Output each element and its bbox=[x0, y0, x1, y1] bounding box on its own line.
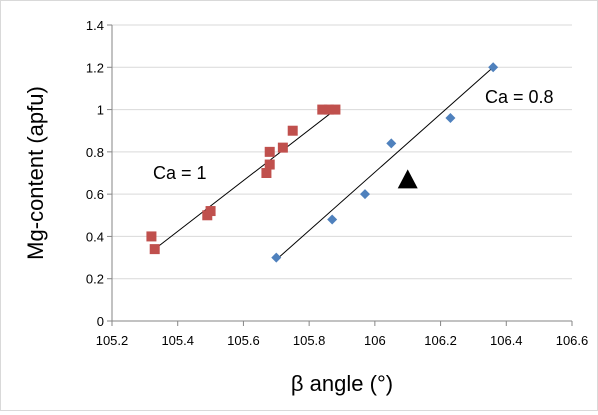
data-point-square bbox=[323, 104, 334, 115]
x-axis-title: β angle (°) bbox=[291, 371, 393, 396]
x-tick-label: 105.4 bbox=[161, 333, 194, 348]
x-tick-label: 106.4 bbox=[490, 333, 523, 348]
data-point-square bbox=[264, 159, 275, 170]
data-point-diamond bbox=[271, 252, 282, 263]
y-axis-title: Mg-content (apfu) bbox=[23, 86, 48, 260]
trendline bbox=[275, 66, 494, 261]
data-point-diamond bbox=[488, 62, 499, 73]
data-point-square bbox=[264, 146, 275, 157]
data-point-square bbox=[146, 231, 157, 242]
data-point-square bbox=[330, 104, 341, 115]
y-tick-label: 0.4 bbox=[86, 229, 104, 244]
data-point-square bbox=[149, 244, 160, 255]
trendline bbox=[154, 109, 336, 250]
data-point-diamond bbox=[386, 138, 397, 149]
y-tick-label: 0.6 bbox=[86, 187, 104, 202]
y-tick-label: 0.8 bbox=[86, 145, 104, 160]
x-tick-label: 106 bbox=[364, 333, 386, 348]
x-tick-label: 106.6 bbox=[556, 333, 589, 348]
y-tick-label: 1.2 bbox=[86, 60, 104, 75]
y-tick-label: 0 bbox=[97, 314, 104, 329]
x-tick-label: 105.6 bbox=[227, 333, 260, 348]
y-tick-label: 1.4 bbox=[86, 18, 104, 33]
data-point-square bbox=[261, 168, 272, 178]
annotation-ca-1: Ca = 1 bbox=[153, 163, 207, 183]
y-tick-label: 0.2 bbox=[86, 272, 104, 287]
data-point-square bbox=[287, 125, 298, 136]
data-point-square bbox=[277, 142, 288, 153]
data-point-diamond bbox=[327, 214, 338, 225]
x-tick-label: 105.8 bbox=[293, 333, 326, 348]
data-point-square bbox=[317, 104, 328, 115]
data-point-diamond bbox=[445, 113, 456, 124]
data-point-diamond bbox=[360, 189, 370, 200]
triangle-marker bbox=[397, 169, 418, 189]
x-tick-label: 105.2 bbox=[96, 333, 129, 348]
annotation-ca-0-8: Ca = 0.8 bbox=[485, 87, 554, 107]
y-tick-label: 1 bbox=[97, 103, 104, 118]
data-point-square bbox=[205, 206, 216, 217]
x-tick-label: 106.2 bbox=[424, 333, 457, 348]
